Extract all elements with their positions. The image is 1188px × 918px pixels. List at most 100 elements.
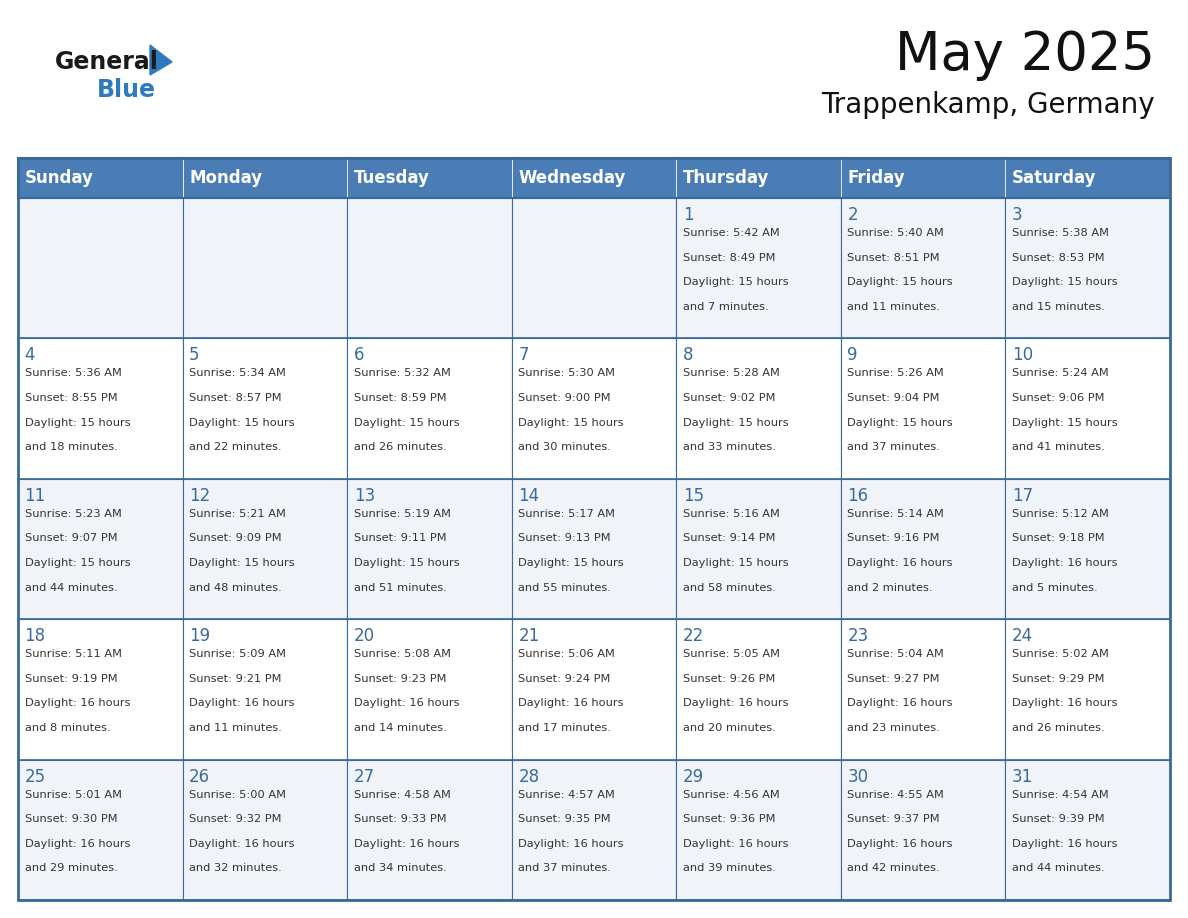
Bar <box>512 479 676 620</box>
Text: Sunrise: 5:42 AM: Sunrise: 5:42 AM <box>683 228 779 238</box>
Text: Sunset: 9:14 PM: Sunset: 9:14 PM <box>683 533 776 543</box>
Text: 29: 29 <box>683 767 704 786</box>
Text: and 8 minutes.: and 8 minutes. <box>25 722 110 733</box>
Text: Sunset: 9:23 PM: Sunset: 9:23 PM <box>354 674 447 684</box>
Text: and 29 minutes.: and 29 minutes. <box>25 863 118 873</box>
Text: 21: 21 <box>518 627 539 645</box>
Text: 16: 16 <box>847 487 868 505</box>
Text: Daylight: 15 hours: Daylight: 15 hours <box>1012 418 1118 428</box>
Text: Sunset: 9:09 PM: Sunset: 9:09 PM <box>189 533 282 543</box>
Text: Daylight: 15 hours: Daylight: 15 hours <box>1012 277 1118 287</box>
Text: 23: 23 <box>847 627 868 645</box>
Text: Sunrise: 5:00 AM: Sunrise: 5:00 AM <box>189 789 286 800</box>
Text: Daylight: 15 hours: Daylight: 15 hours <box>189 418 295 428</box>
Text: Daylight: 15 hours: Daylight: 15 hours <box>354 558 460 568</box>
Text: Daylight: 16 hours: Daylight: 16 hours <box>189 699 295 709</box>
Text: Sunset: 9:02 PM: Sunset: 9:02 PM <box>683 393 776 403</box>
Text: Daylight: 16 hours: Daylight: 16 hours <box>847 839 953 849</box>
Text: Daylight: 16 hours: Daylight: 16 hours <box>683 839 789 849</box>
Text: Sunrise: 5:21 AM: Sunrise: 5:21 AM <box>189 509 286 519</box>
Text: Daylight: 15 hours: Daylight: 15 hours <box>683 418 789 428</box>
Text: Sunrise: 4:56 AM: Sunrise: 4:56 AM <box>683 789 779 800</box>
Text: Sunset: 9:07 PM: Sunset: 9:07 PM <box>25 533 118 543</box>
Text: and 26 minutes.: and 26 minutes. <box>1012 722 1105 733</box>
Text: Sunday: Sunday <box>25 169 94 187</box>
Bar <box>676 339 841 479</box>
Text: Daylight: 16 hours: Daylight: 16 hours <box>847 699 953 709</box>
Text: Monday: Monday <box>189 169 263 187</box>
Text: and 39 minutes.: and 39 minutes. <box>683 863 776 873</box>
Text: Sunset: 9:24 PM: Sunset: 9:24 PM <box>518 674 611 684</box>
Text: General: General <box>55 50 159 74</box>
Text: Sunrise: 5:23 AM: Sunrise: 5:23 AM <box>25 509 121 519</box>
Text: Sunset: 9:04 PM: Sunset: 9:04 PM <box>847 393 940 403</box>
Bar <box>676 759 841 900</box>
Polygon shape <box>150 45 172 75</box>
Text: and 7 minutes.: and 7 minutes. <box>683 302 769 312</box>
Text: Sunrise: 5:09 AM: Sunrise: 5:09 AM <box>189 649 286 659</box>
Text: Sunrise: 5:36 AM: Sunrise: 5:36 AM <box>25 368 121 378</box>
Text: and 42 minutes.: and 42 minutes. <box>847 863 940 873</box>
Bar <box>841 158 1005 198</box>
Text: Sunset: 8:57 PM: Sunset: 8:57 PM <box>189 393 282 403</box>
Text: Sunrise: 5:11 AM: Sunrise: 5:11 AM <box>25 649 121 659</box>
Text: and 14 minutes.: and 14 minutes. <box>354 722 447 733</box>
Text: Daylight: 16 hours: Daylight: 16 hours <box>25 839 129 849</box>
Text: Daylight: 15 hours: Daylight: 15 hours <box>847 277 953 287</box>
Text: Sunrise: 5:08 AM: Sunrise: 5:08 AM <box>354 649 450 659</box>
Text: Sunrise: 5:12 AM: Sunrise: 5:12 AM <box>1012 509 1108 519</box>
Bar <box>676 158 841 198</box>
Text: Sunset: 9:00 PM: Sunset: 9:00 PM <box>518 393 611 403</box>
Text: May 2025: May 2025 <box>895 29 1155 81</box>
Text: 30: 30 <box>847 767 868 786</box>
Text: 20: 20 <box>354 627 375 645</box>
Text: Sunset: 9:16 PM: Sunset: 9:16 PM <box>847 533 940 543</box>
Text: Wednesday: Wednesday <box>518 169 626 187</box>
Bar <box>1005 158 1170 198</box>
Text: Sunrise: 5:34 AM: Sunrise: 5:34 AM <box>189 368 286 378</box>
Text: and 37 minutes.: and 37 minutes. <box>847 442 941 452</box>
Text: Friday: Friday <box>847 169 905 187</box>
Text: Daylight: 16 hours: Daylight: 16 hours <box>1012 558 1118 568</box>
Bar <box>18 158 1170 198</box>
Bar <box>18 158 183 198</box>
Bar <box>18 759 183 900</box>
Bar <box>183 198 347 339</box>
Text: Sunrise: 4:55 AM: Sunrise: 4:55 AM <box>847 789 944 800</box>
Text: and 37 minutes.: and 37 minutes. <box>518 863 611 873</box>
Text: 5: 5 <box>189 346 200 364</box>
Text: 4: 4 <box>25 346 36 364</box>
Bar <box>183 620 347 759</box>
Text: and 23 minutes.: and 23 minutes. <box>847 722 940 733</box>
Text: Sunset: 9:18 PM: Sunset: 9:18 PM <box>1012 533 1105 543</box>
Bar <box>18 158 1170 900</box>
Text: 19: 19 <box>189 627 210 645</box>
Text: 28: 28 <box>518 767 539 786</box>
Text: 2: 2 <box>847 206 858 224</box>
Bar <box>347 198 512 339</box>
Bar <box>183 479 347 620</box>
Text: Sunset: 9:26 PM: Sunset: 9:26 PM <box>683 674 776 684</box>
Text: and 48 minutes.: and 48 minutes. <box>189 583 282 592</box>
Text: Sunset: 8:59 PM: Sunset: 8:59 PM <box>354 393 447 403</box>
Text: Sunset: 8:51 PM: Sunset: 8:51 PM <box>847 252 940 263</box>
Text: 3: 3 <box>1012 206 1023 224</box>
Text: Sunset: 9:35 PM: Sunset: 9:35 PM <box>518 814 611 824</box>
Text: Daylight: 16 hours: Daylight: 16 hours <box>25 699 129 709</box>
Text: Sunset: 9:13 PM: Sunset: 9:13 PM <box>518 533 611 543</box>
Text: Sunset: 9:32 PM: Sunset: 9:32 PM <box>189 814 282 824</box>
Bar <box>841 339 1005 479</box>
Text: 18: 18 <box>25 627 45 645</box>
Text: and 20 minutes.: and 20 minutes. <box>683 722 776 733</box>
Text: and 51 minutes.: and 51 minutes. <box>354 583 447 592</box>
Text: Sunrise: 5:28 AM: Sunrise: 5:28 AM <box>683 368 779 378</box>
Bar <box>1005 198 1170 339</box>
Text: Sunrise: 5:17 AM: Sunrise: 5:17 AM <box>518 509 615 519</box>
Text: and 5 minutes.: and 5 minutes. <box>1012 583 1098 592</box>
Text: and 15 minutes.: and 15 minutes. <box>1012 302 1105 312</box>
Text: 11: 11 <box>25 487 46 505</box>
Text: Daylight: 15 hours: Daylight: 15 hours <box>25 558 131 568</box>
Text: 1: 1 <box>683 206 694 224</box>
Text: Sunrise: 5:32 AM: Sunrise: 5:32 AM <box>354 368 450 378</box>
Bar <box>18 620 183 759</box>
